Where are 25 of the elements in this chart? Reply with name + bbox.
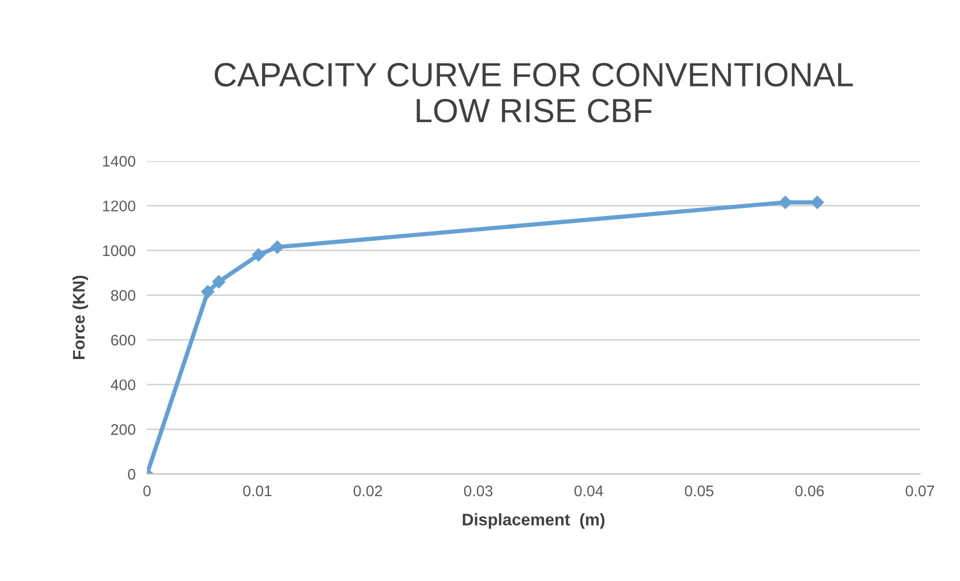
x-tick-label: 0.03 <box>464 486 492 496</box>
x-tick-label: 0.04 <box>574 486 604 496</box>
y-tick-label: 200 <box>111 424 136 435</box>
y-tick-label: 800 <box>111 290 136 301</box>
x-tick-label: 0.02 <box>354 486 382 496</box>
x-tick-label: 0.06 <box>795 486 824 496</box>
y-tick-label: 400 <box>110 379 136 390</box>
point <box>252 248 266 262</box>
point <box>212 275 226 288</box>
x-tick-label: 0.01 <box>243 486 272 496</box>
x-tick-label: 0.07 <box>906 486 934 496</box>
point <box>810 196 824 209</box>
chart-title: CAPACITY CURVE FOR CONVENTIONAL LOW RISE CBF <box>214 62 853 122</box>
point <box>201 285 214 298</box>
y-axis-title: Force (KN) <box>72 276 88 359</box>
y-tick-label: 0 <box>128 468 136 480</box>
x-tick-label: 0.05 <box>684 486 714 496</box>
point <box>270 240 284 254</box>
x-tick-label: 0 <box>143 486 151 496</box>
y-tick-label: 1400 <box>103 156 136 167</box>
y-tick-label: 600 <box>111 334 136 346</box>
point <box>778 196 792 209</box>
y-tick-label: 1200 <box>103 200 136 212</box>
y-tick-label: 1000 <box>103 245 136 256</box>
x-axis-title: Displacement (m) <box>462 513 604 529</box>
